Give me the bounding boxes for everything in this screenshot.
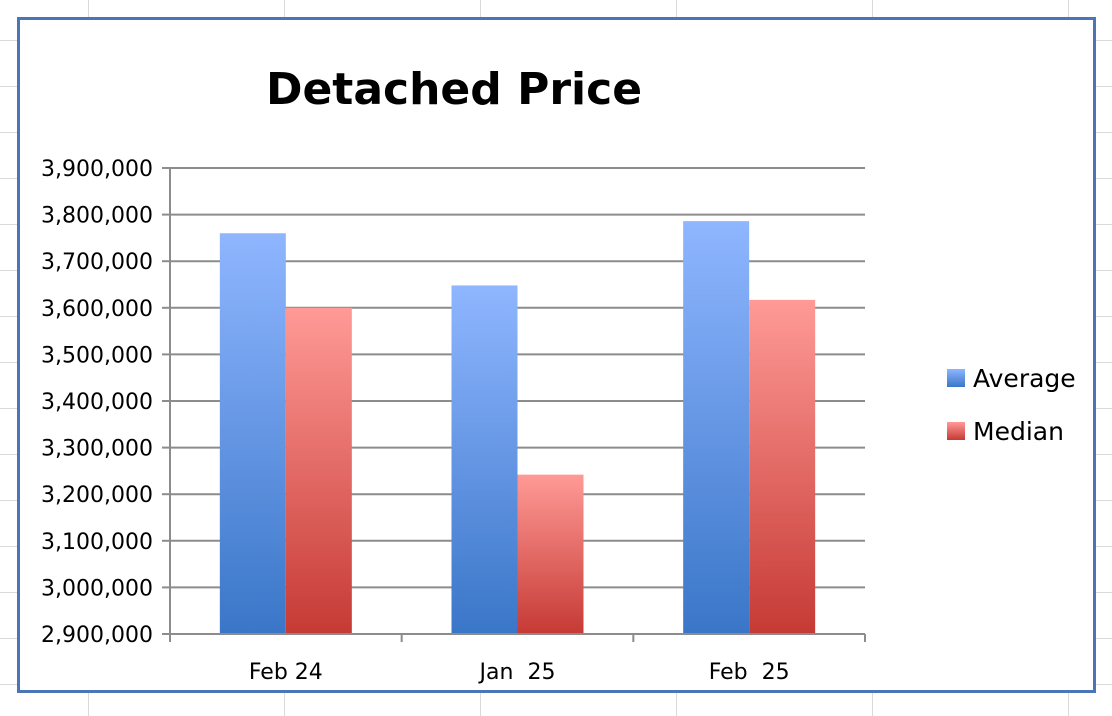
legend-swatch-median (947, 422, 965, 440)
y-tick-label: 3,200,000 (41, 483, 153, 508)
chart-frame[interactable]: Detached Price 2,900,000 3,000,000 3,100,0… (17, 17, 1096, 693)
y-tick-label: 2,900,000 (41, 623, 153, 648)
y-tick-label: 3,300,000 (41, 437, 153, 462)
legend-label-average: Average (973, 364, 1076, 393)
legend-label-median: Median (973, 417, 1064, 446)
legend: Average Median (947, 364, 1076, 446)
y-tick-label: 3,600,000 (41, 297, 153, 322)
x-tick-label: Feb 24 (249, 660, 323, 685)
x-tick-label: Jan 25 (478, 660, 556, 685)
bar-average (683, 221, 750, 634)
y-tick-label: 3,000,000 (41, 576, 153, 601)
y-tick-label: 3,800,000 (41, 204, 153, 229)
y-tick-label: 3,400,000 (41, 390, 153, 415)
y-tick-label: 3,900,000 (41, 157, 153, 182)
chart-title: Detached Price (266, 64, 642, 115)
bar-median (749, 299, 816, 634)
y-tick-label: 3,700,000 (41, 250, 153, 275)
legend-swatch-average (947, 369, 965, 387)
chart-svg: Detached Price 2,900,000 3,000,000 3,100,0… (41, 64, 1076, 685)
bar-average (219, 233, 286, 635)
bars (219, 221, 816, 635)
bar-median (517, 474, 584, 634)
bar-average (451, 285, 518, 634)
y-tick-label: 3,100,000 (41, 530, 153, 555)
axes: 2,900,000 3,000,000 3,100,000 3,200,000 3,30… (41, 157, 866, 685)
y-tick-label: 3,500,000 (41, 343, 153, 368)
bar-median (285, 307, 352, 634)
x-tick-label: Feb 25 (709, 660, 790, 685)
